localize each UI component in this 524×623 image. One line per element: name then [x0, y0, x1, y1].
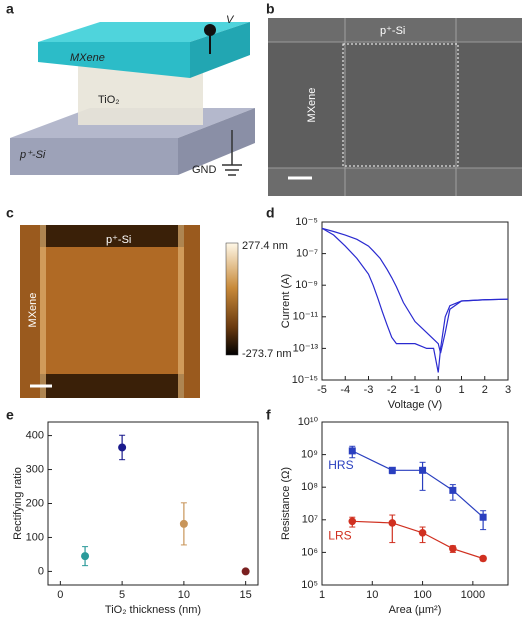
marker — [348, 517, 357, 526]
marker — [388, 519, 397, 527]
panel-label: c — [6, 205, 14, 221]
y-tick-label: 10⁻¹³ — [293, 342, 319, 354]
region-label: MXene — [306, 88, 318, 123]
y-tick-label: 100 — [26, 531, 44, 543]
panel-label: d — [266, 205, 275, 221]
x-tick-label: -3 — [364, 384, 374, 396]
panel-label: b — [266, 1, 275, 17]
y-tick-label: 10⁹ — [301, 449, 318, 461]
y-tick-label: 0 — [38, 565, 44, 577]
layer-label: TiO₂ — [98, 94, 120, 106]
y-tick-label: 10⁶ — [301, 546, 318, 558]
y-tick-label: 10⁻⁷ — [296, 248, 318, 260]
y-tick-label: 10⁵ — [301, 579, 318, 591]
y-tick-label: 200 — [26, 497, 44, 509]
y-tick-label: 300 — [26, 463, 44, 475]
y-axis-label: Resistance (Ω) — [280, 467, 292, 540]
y-tick-label: 10⁻¹⁵ — [292, 374, 318, 386]
marker — [419, 466, 427, 474]
panel-label: a — [6, 1, 14, 17]
y-tick-label: 10⁷ — [302, 514, 318, 526]
layer-label: p⁺-Si — [19, 149, 46, 161]
sem-image: p⁺-Si MXene — [268, 18, 522, 196]
y-tick-label: 400 — [26, 429, 44, 441]
x-tick-label: 15 — [240, 589, 252, 601]
series-line — [321, 227, 509, 354]
y-tick-label: 10⁻⁵ — [295, 216, 318, 228]
series-line — [352, 450, 484, 518]
point — [81, 552, 90, 561]
marker — [449, 544, 457, 553]
x-axis-label: Voltage (V) — [388, 399, 442, 411]
y-axis-label: Current (A) — [280, 274, 292, 328]
x-tick-label: 100 — [413, 589, 431, 601]
marker — [479, 513, 487, 521]
panel-label: e — [6, 407, 14, 423]
x-tick-label: -1 — [410, 384, 420, 396]
x-tick-label: 3 — [505, 384, 511, 396]
x-tick-label: 10 — [178, 589, 190, 601]
x-tick-label: 2 — [482, 384, 488, 396]
region-label: MXene — [27, 293, 39, 328]
plot-frame — [321, 221, 509, 381]
marker — [418, 528, 427, 537]
marker — [449, 486, 457, 494]
series-line — [352, 520, 484, 560]
y-tick-label: 10⁸ — [301, 481, 318, 493]
x-tick-label: -4 — [340, 384, 350, 396]
plot-frame — [47, 421, 259, 586]
series-label: LRS — [328, 528, 351, 542]
x-tick-label: -5 — [317, 384, 327, 396]
afm-image: p⁺-Si MXene 277.4 nm -273.7 nm — [20, 225, 292, 398]
x-tick-label: 1 — [319, 589, 325, 601]
point — [241, 567, 250, 576]
series-label: HRS — [328, 458, 353, 472]
x-tick-label: 0 — [57, 589, 63, 601]
y-axis-label: Rectifying ratio — [12, 467, 24, 540]
y-tick-label: 10¹⁰ — [298, 416, 319, 428]
region-label: p⁺-Si — [106, 234, 131, 246]
schematic: MXene TiO₂ p⁺-Si V GND — [10, 14, 255, 176]
layer-label: MXene — [70, 52, 105, 64]
colorbar-label: -273.7 nm — [242, 348, 292, 360]
plot-frame — [321, 421, 509, 586]
colorbar-label: 277.4 nm — [242, 240, 288, 252]
series-line — [321, 227, 509, 373]
marker — [348, 447, 356, 455]
y-tick-label: 10⁻⁹ — [295, 279, 318, 291]
x-tick-label: -2 — [387, 384, 397, 396]
voltage-label: V — [226, 14, 235, 26]
marker — [479, 554, 487, 563]
marker — [388, 466, 396, 474]
y-tick-label: 10⁻¹¹ — [293, 311, 319, 323]
region-label: p⁺-Si — [380, 25, 405, 37]
x-tick-label: 1 — [458, 384, 464, 396]
x-tick-label: 10 — [366, 589, 378, 601]
panel-label: f — [266, 407, 271, 423]
x-axis-label: TiO₂ thickness (nm) — [105, 604, 201, 616]
x-tick-label: 5 — [119, 589, 125, 601]
x-tick-label: 1000 — [461, 589, 485, 601]
x-axis-label: Area (µm²) — [389, 604, 442, 616]
ground-label: GND — [192, 164, 217, 176]
point — [179, 519, 188, 528]
x-tick-label: 0 — [435, 384, 441, 396]
point — [118, 443, 127, 452]
